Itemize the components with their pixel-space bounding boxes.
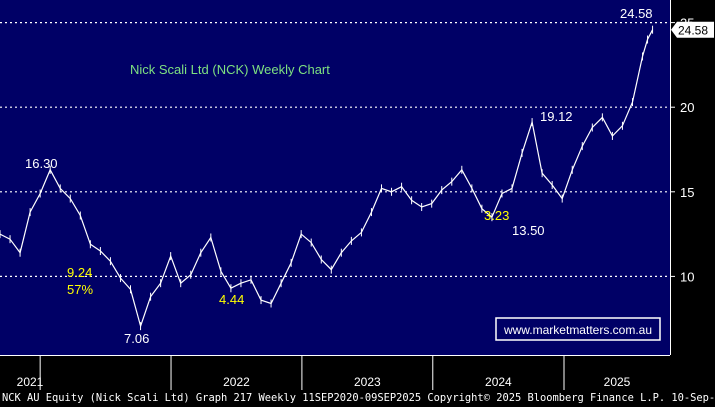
y-tick-label: 15 [680,185,694,200]
x-tick-label: 2025 [604,375,631,389]
last-price-badge [671,21,714,38]
last-price-badge-label: 24.58 [678,24,708,38]
annotation-label: 9.24 [67,265,92,280]
watermark-text: www.marketmatters.com.au [503,323,652,337]
plot-area [0,0,670,355]
annotation-label: 19.12 [540,109,573,124]
annotation-label: 4.44 [219,292,244,307]
annotation-label: 3.23 [484,208,509,223]
y-tick-label: 20 [680,100,694,115]
price-chart: 1015202520212022202320242025Nick Scali L… [0,0,715,390]
chart-title: Nick Scali Ltd (NCK) Weekly Chart [130,62,330,77]
annotation-label: 16.30 [25,156,58,171]
x-tick-label: 2022 [223,375,250,389]
x-tick-label: 2021 [17,375,44,389]
annotation-label: 24.58 [620,6,653,21]
bloomberg-footer: NCK AU Equity (Nick Scali Ltd) Graph 217… [0,390,715,407]
x-tick-label: 2024 [485,375,512,389]
annotation-label: 7.06 [124,331,149,346]
watermark-box [495,317,661,341]
x-tick-label: 2023 [354,375,381,389]
annotation-label: 13.50 [512,223,545,238]
annotation-label: 57% [67,282,93,297]
y-tick-label: 10 [680,269,694,284]
